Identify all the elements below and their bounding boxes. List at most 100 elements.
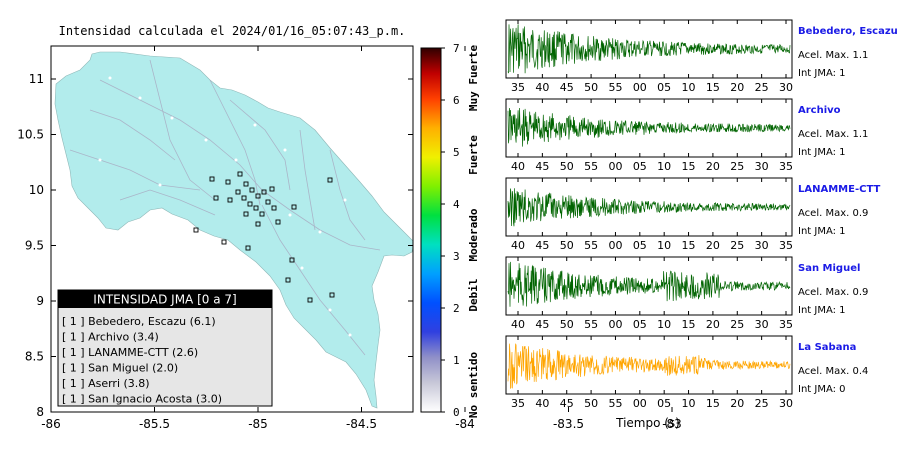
waveform-panel: 40 45 50 55 00 05 10 15 20 25 30 35 LANAMME-CTT Acel.… [505, 177, 880, 252]
waveform-trace [507, 188, 791, 227]
time-tick-label: 55 [584, 160, 598, 173]
waveform-trace [507, 261, 791, 307]
time-tick-label: 50 [560, 239, 574, 252]
x-axis-label: Tiempo (s) [615, 416, 680, 430]
time-tick-label: 30 [779, 81, 793, 94]
longitude-tick-label: -83.5 [553, 417, 584, 431]
waveform-trace [507, 343, 791, 390]
legend-item: [ 1 ] Archivo (3.4) [62, 331, 159, 344]
time-tick-label: 30 [755, 239, 769, 252]
colorbar-label: Moderado [467, 208, 480, 261]
time-tick-label: 40 [535, 397, 549, 410]
time-tick-label: 10 [657, 160, 671, 173]
time-tick-label: 55 [584, 239, 598, 252]
colorbar-tick-label: 6 [453, 94, 460, 107]
time-tick-label: 20 [730, 397, 744, 410]
time-tick-label: 20 [706, 160, 720, 173]
station-jma: Int JMA: 0 [798, 384, 846, 395]
legend-item: [ 1 ] San Ignacio Acosta (3.0) [62, 393, 222, 406]
colorbar-tick-label: 0 [453, 406, 460, 419]
time-tick-label: 45 [560, 81, 574, 94]
time-tick-label: 00 [608, 318, 622, 331]
time-tick-label: 00 [633, 397, 647, 410]
latitude-tick-label: 10 [29, 183, 44, 197]
legend-item: [ 1 ] LANAMME-CTT (2.6) [62, 346, 198, 359]
colorbar-tick-label: 7 [453, 42, 460, 55]
time-tick-label: 25 [755, 397, 769, 410]
latitude-tick-label: 10.5 [17, 128, 44, 142]
time-tick-label: 35 [511, 397, 525, 410]
station-jma: Int JMA: 1 [798, 226, 846, 237]
time-tick-label: 35 [779, 160, 793, 173]
station-accel: Acel. Max. 0.9 [798, 287, 868, 298]
time-tick-label: 50 [560, 318, 574, 331]
time-tick-label: 40 [511, 160, 525, 173]
waveform-trace [507, 24, 791, 74]
map-title: Intensidad calculada el 2024/01/16_05:07… [59, 24, 406, 38]
waveform-panels: 35 40 45 50 55 00 05 10 15 20 25 30 Bebedero, Escazu… [505, 19, 898, 410]
colorbar-label: Fuerte [467, 135, 480, 175]
waveform-panel: 35 40 45 50 55 00 05 10 15 20 25 30 Bebedero, Escazu… [505, 19, 898, 94]
time-tick-label: 25 [730, 160, 744, 173]
time-tick-label: 50 [584, 397, 598, 410]
time-tick-label: 15 [682, 160, 696, 173]
intensity-legend: INTENSIDAD JMA [0 a 7] [ 1 ] Bebedero, E… [57, 289, 273, 407]
colorbar-label: No sentido [467, 352, 480, 419]
time-tick-label: 50 [584, 81, 598, 94]
time-tick-label: 30 [755, 318, 769, 331]
longitude-tick-label: -85.5 [139, 417, 170, 431]
longitude-ticks: -86 -85.5 -85 -84.5 -84 -83.5 -83 [41, 46, 682, 431]
time-tick-label: 00 [608, 239, 622, 252]
time-tick-label: 20 [706, 239, 720, 252]
time-tick-label: 05 [657, 81, 671, 94]
roads-layer [69, 59, 381, 356]
station-name: Archivo [798, 105, 841, 116]
longitude-tick-label: -86 [41, 417, 61, 431]
time-tick-label: 15 [682, 318, 696, 331]
waveform-panel: 40 45 50 55 00 05 10 15 20 25 30 35 San Miguel Acel. … [505, 256, 868, 331]
time-tick-label: 40 [535, 81, 549, 94]
colorbar-tick-label: 2 [453, 302, 460, 315]
waveform-panel: 35 40 45 50 55 00 05 10 15 20 25 30 La Sabana Acel. M… [505, 335, 868, 410]
time-tick-label: 30 [779, 397, 793, 410]
longitude-tick-label: -83 [662, 417, 682, 431]
station-accel: Acel. Max. 0.4 [798, 366, 868, 377]
station-markers [193, 171, 335, 303]
station-name: LANAMME-CTT [798, 184, 880, 195]
colorbar-tick-label: 5 [453, 146, 460, 159]
time-tick-label: 30 [755, 160, 769, 173]
time-tick-label: 10 [682, 397, 696, 410]
longitude-tick-label: -84.5 [346, 417, 377, 431]
colorbar-tick-label: 3 [453, 250, 460, 263]
time-tick-label: 40 [511, 318, 525, 331]
time-tick-label: 05 [657, 397, 671, 410]
latitude-ticks: 11 10.5 10 9.5 9 8.5 8 [17, 72, 413, 419]
time-tick-label: 20 [706, 318, 720, 331]
latitude-tick-label: 8.5 [25, 350, 44, 364]
time-tick-label: 05 [633, 239, 647, 252]
time-tick-label: 10 [682, 81, 696, 94]
legend-item: [ 1 ] San Miguel (2.0) [62, 362, 178, 375]
waveform-panel: 40 45 50 55 00 05 10 15 20 25 30 35 Archivo Acel. Max… [505, 98, 868, 173]
latitude-tick-label: 8 [36, 405, 44, 419]
colorbar-tick-label: 1 [453, 354, 460, 367]
time-tick-label: 40 [511, 239, 525, 252]
time-tick-label: 35 [779, 318, 793, 331]
town-dots [98, 76, 352, 337]
longitude-tick-label: -85 [248, 417, 268, 431]
station-accel: Acel. Max. 1.1 [798, 129, 868, 140]
time-tick-label: 25 [730, 239, 744, 252]
time-tick-label: 10 [657, 318, 671, 331]
station-name: San Miguel [798, 263, 860, 274]
time-tick-label: 10 [657, 239, 671, 252]
station-jma: Int JMA: 1 [798, 147, 846, 158]
intensity-colorbar: 0 1 2 3 4 5 6 7 No sentido Debil Moderado Fuerte Mu… [420, 42, 480, 419]
station-accel: Acel. Max. 0.9 [798, 208, 868, 219]
costa-rica-land [54, 51, 413, 409]
time-tick-label: 15 [706, 81, 720, 94]
time-tick-label: 50 [560, 160, 574, 173]
legend-item: [ 1 ] Bebedero, Escazu (6.1) [62, 315, 216, 328]
time-tick-label: 20 [730, 81, 744, 94]
station-accel: Acel. Max. 1.1 [798, 50, 868, 61]
